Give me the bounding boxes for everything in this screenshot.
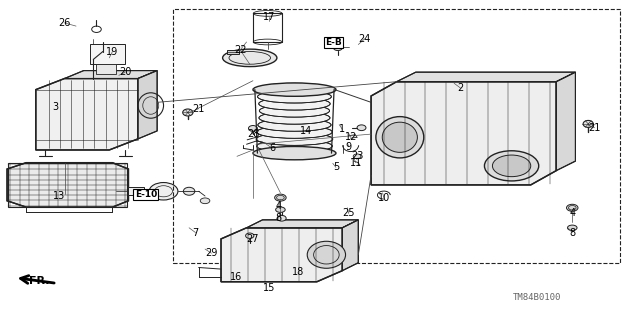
Polygon shape (36, 78, 138, 150)
Ellipse shape (566, 204, 578, 211)
Ellipse shape (183, 187, 195, 195)
Text: 14: 14 (300, 126, 312, 136)
Text: 22: 22 (234, 45, 246, 55)
Bar (129, 187, 145, 195)
Text: FR.: FR. (29, 276, 49, 286)
Text: TM84B0100: TM84B0100 (513, 293, 561, 302)
Text: 2: 2 (458, 83, 463, 93)
Text: 4: 4 (569, 209, 575, 219)
Ellipse shape (353, 154, 361, 159)
Ellipse shape (256, 133, 333, 145)
Ellipse shape (357, 125, 366, 130)
Text: 5: 5 (333, 162, 339, 173)
Text: 24: 24 (358, 34, 371, 44)
Ellipse shape (277, 215, 286, 221)
Polygon shape (138, 70, 157, 139)
Text: 8: 8 (569, 227, 575, 238)
Text: 7: 7 (193, 227, 198, 238)
Ellipse shape (248, 125, 257, 131)
Bar (173, 9, 620, 263)
Text: 26: 26 (58, 18, 71, 28)
Polygon shape (221, 228, 342, 282)
Ellipse shape (257, 83, 332, 96)
Text: 20: 20 (119, 67, 131, 77)
Text: 21: 21 (193, 104, 205, 114)
Ellipse shape (257, 140, 332, 152)
Text: 4: 4 (275, 201, 282, 211)
Ellipse shape (246, 233, 254, 238)
Text: E-10: E-10 (135, 190, 157, 199)
Bar (8, 163, 127, 206)
Text: 27: 27 (246, 234, 259, 244)
Ellipse shape (276, 207, 285, 212)
Ellipse shape (200, 198, 210, 204)
Ellipse shape (149, 182, 178, 200)
Text: 9: 9 (346, 142, 352, 152)
Ellipse shape (259, 97, 330, 110)
Bar (90, 44, 125, 64)
Ellipse shape (253, 83, 336, 96)
Ellipse shape (333, 45, 342, 50)
Text: 1: 1 (339, 124, 346, 134)
Text: 28: 28 (247, 129, 259, 139)
Ellipse shape (484, 151, 539, 181)
Ellipse shape (583, 121, 593, 127)
Text: 21: 21 (588, 123, 601, 133)
Polygon shape (371, 82, 556, 185)
Text: 8: 8 (275, 213, 282, 223)
Polygon shape (246, 220, 358, 228)
Text: 19: 19 (106, 47, 118, 56)
Bar (97, 64, 116, 74)
Polygon shape (65, 70, 157, 78)
Ellipse shape (223, 49, 277, 67)
Bar (227, 50, 239, 54)
Ellipse shape (275, 194, 286, 201)
Ellipse shape (307, 241, 346, 268)
Ellipse shape (382, 122, 417, 152)
Text: 23: 23 (351, 151, 364, 161)
Text: 18: 18 (292, 267, 304, 277)
Text: 16: 16 (230, 272, 242, 282)
Text: 25: 25 (342, 209, 355, 219)
Text: 12: 12 (344, 132, 357, 142)
Ellipse shape (259, 112, 330, 124)
Polygon shape (556, 72, 575, 171)
Text: 13: 13 (53, 191, 65, 201)
Ellipse shape (182, 109, 193, 116)
Ellipse shape (568, 225, 577, 231)
Ellipse shape (492, 155, 531, 177)
Ellipse shape (259, 104, 330, 117)
Polygon shape (397, 72, 575, 82)
Text: 29: 29 (205, 248, 218, 258)
Ellipse shape (253, 146, 336, 160)
Ellipse shape (376, 117, 424, 158)
Ellipse shape (257, 90, 332, 103)
Ellipse shape (257, 126, 332, 138)
Text: 10: 10 (378, 193, 390, 203)
Text: 17: 17 (263, 11, 275, 22)
Polygon shape (342, 220, 358, 271)
Text: 6: 6 (269, 143, 275, 153)
Text: 15: 15 (263, 283, 275, 293)
Text: 3: 3 (52, 102, 58, 112)
Text: E-B: E-B (325, 38, 342, 47)
Text: 11: 11 (349, 158, 362, 168)
Ellipse shape (258, 147, 331, 160)
Ellipse shape (258, 119, 331, 131)
Polygon shape (7, 163, 129, 207)
